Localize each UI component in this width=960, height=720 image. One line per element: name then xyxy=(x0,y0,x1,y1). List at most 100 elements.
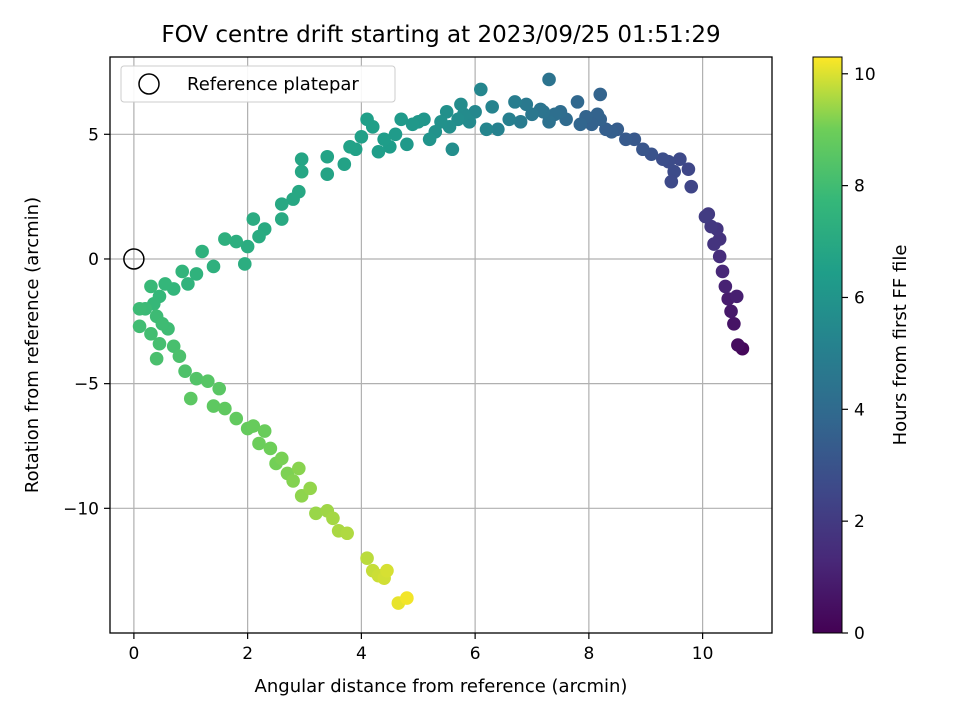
x-axis-ticks: 0 2 4 6 8 10 xyxy=(128,633,713,664)
data-point xyxy=(377,132,391,147)
data-point xyxy=(144,326,158,341)
data-point xyxy=(715,264,730,279)
data-point xyxy=(400,591,414,605)
data-point xyxy=(189,371,204,386)
data-point xyxy=(340,526,354,541)
data-point xyxy=(712,249,727,264)
data-point xyxy=(155,317,170,331)
data-point xyxy=(303,481,317,496)
y-tick-label: −5 xyxy=(74,375,99,395)
data-point xyxy=(698,209,713,224)
data-point xyxy=(181,277,195,291)
data-point xyxy=(292,461,306,476)
data-point xyxy=(172,349,187,364)
data-point xyxy=(681,162,696,177)
data-point xyxy=(502,112,517,127)
data-point xyxy=(309,506,323,521)
data-point xyxy=(542,72,556,87)
colorbar-tick-label: 2 xyxy=(854,512,865,532)
data-point xyxy=(380,563,394,578)
data-point xyxy=(326,511,340,526)
y-axis-ticks: −10 −5 0 5 xyxy=(63,125,110,519)
x-tick-label: 4 xyxy=(356,644,367,664)
legend: Reference platepar xyxy=(120,65,396,103)
x-tick-label: 0 xyxy=(128,644,139,664)
colorbar-tick-label: 6 xyxy=(854,288,865,308)
data-point xyxy=(189,267,204,281)
data-point xyxy=(252,229,266,244)
data-point xyxy=(286,474,300,488)
colorbar-label: Hours from first FF file xyxy=(890,245,911,446)
data-point xyxy=(388,127,403,142)
colorbar-tick-label: 0 xyxy=(854,624,865,644)
data-point xyxy=(673,152,687,167)
data-point xyxy=(144,279,158,294)
data-point xyxy=(286,192,300,206)
data-point xyxy=(178,364,192,378)
data-point xyxy=(405,117,420,132)
data-point xyxy=(240,239,255,254)
data-point xyxy=(201,374,215,388)
data-point xyxy=(246,212,261,226)
data-point xyxy=(599,122,613,137)
data-point xyxy=(422,132,437,147)
data-point xyxy=(731,338,745,352)
legend-marker-open-circle xyxy=(138,73,160,95)
data-point xyxy=(294,152,309,167)
legend-label: Reference platepar xyxy=(187,74,359,95)
data-point xyxy=(636,142,650,157)
data-point xyxy=(132,302,147,316)
x-tick-label: 10 xyxy=(692,644,714,664)
y-tick-label: −10 xyxy=(63,499,99,519)
data-point xyxy=(718,279,733,294)
data-point xyxy=(212,381,226,396)
data-point xyxy=(684,179,699,194)
data-point xyxy=(664,174,679,189)
data-point xyxy=(149,351,164,366)
data-point xyxy=(274,197,289,211)
data-point xyxy=(320,167,335,181)
data-point xyxy=(263,441,278,456)
data-point xyxy=(274,451,289,466)
y-axis-label: Rotation from reference (arcmin) xyxy=(22,197,43,493)
data-point xyxy=(542,115,556,129)
x-tick-label: 8 xyxy=(583,644,594,664)
data-point xyxy=(704,219,718,234)
reference-platepar-point xyxy=(123,248,145,270)
colorbar-gradient xyxy=(812,56,843,634)
data-point xyxy=(343,139,357,154)
x-tick-label: 2 xyxy=(242,644,253,664)
data-point xyxy=(570,95,585,109)
data-point xyxy=(246,419,261,433)
grid xyxy=(110,57,772,633)
data-point xyxy=(400,137,414,152)
data-point xyxy=(158,277,172,291)
y-tick-label: 5 xyxy=(88,125,99,145)
data-point xyxy=(206,399,221,413)
x-tick-label: 6 xyxy=(470,644,481,664)
data-point xyxy=(593,87,608,102)
data-point xyxy=(320,149,335,164)
colorbar-tick-label: 8 xyxy=(854,177,865,197)
x-axis-label: Angular distance from reference (arcmin) xyxy=(255,676,628,697)
colorbar-tick-label: 4 xyxy=(854,400,865,420)
data-point xyxy=(513,115,528,129)
data-point xyxy=(371,144,386,159)
data-point xyxy=(252,436,266,451)
data-point xyxy=(294,164,309,179)
data-point xyxy=(195,244,209,259)
data-point xyxy=(175,264,190,279)
colorbar-ticks: 0 2 4 6 8 10 xyxy=(842,65,876,644)
data-point xyxy=(468,105,482,119)
chart-title: FOV centre drift starting at 2023/09/25 … xyxy=(161,22,720,48)
data-point xyxy=(525,107,539,122)
data-point xyxy=(337,157,352,172)
colorbar-tick-label: 10 xyxy=(854,65,876,85)
data-point xyxy=(707,237,721,251)
y-tick-label: 0 xyxy=(88,250,99,270)
data-point xyxy=(360,112,374,127)
data-point xyxy=(152,336,167,351)
data-point xyxy=(218,401,232,416)
scatter-points xyxy=(132,72,750,610)
